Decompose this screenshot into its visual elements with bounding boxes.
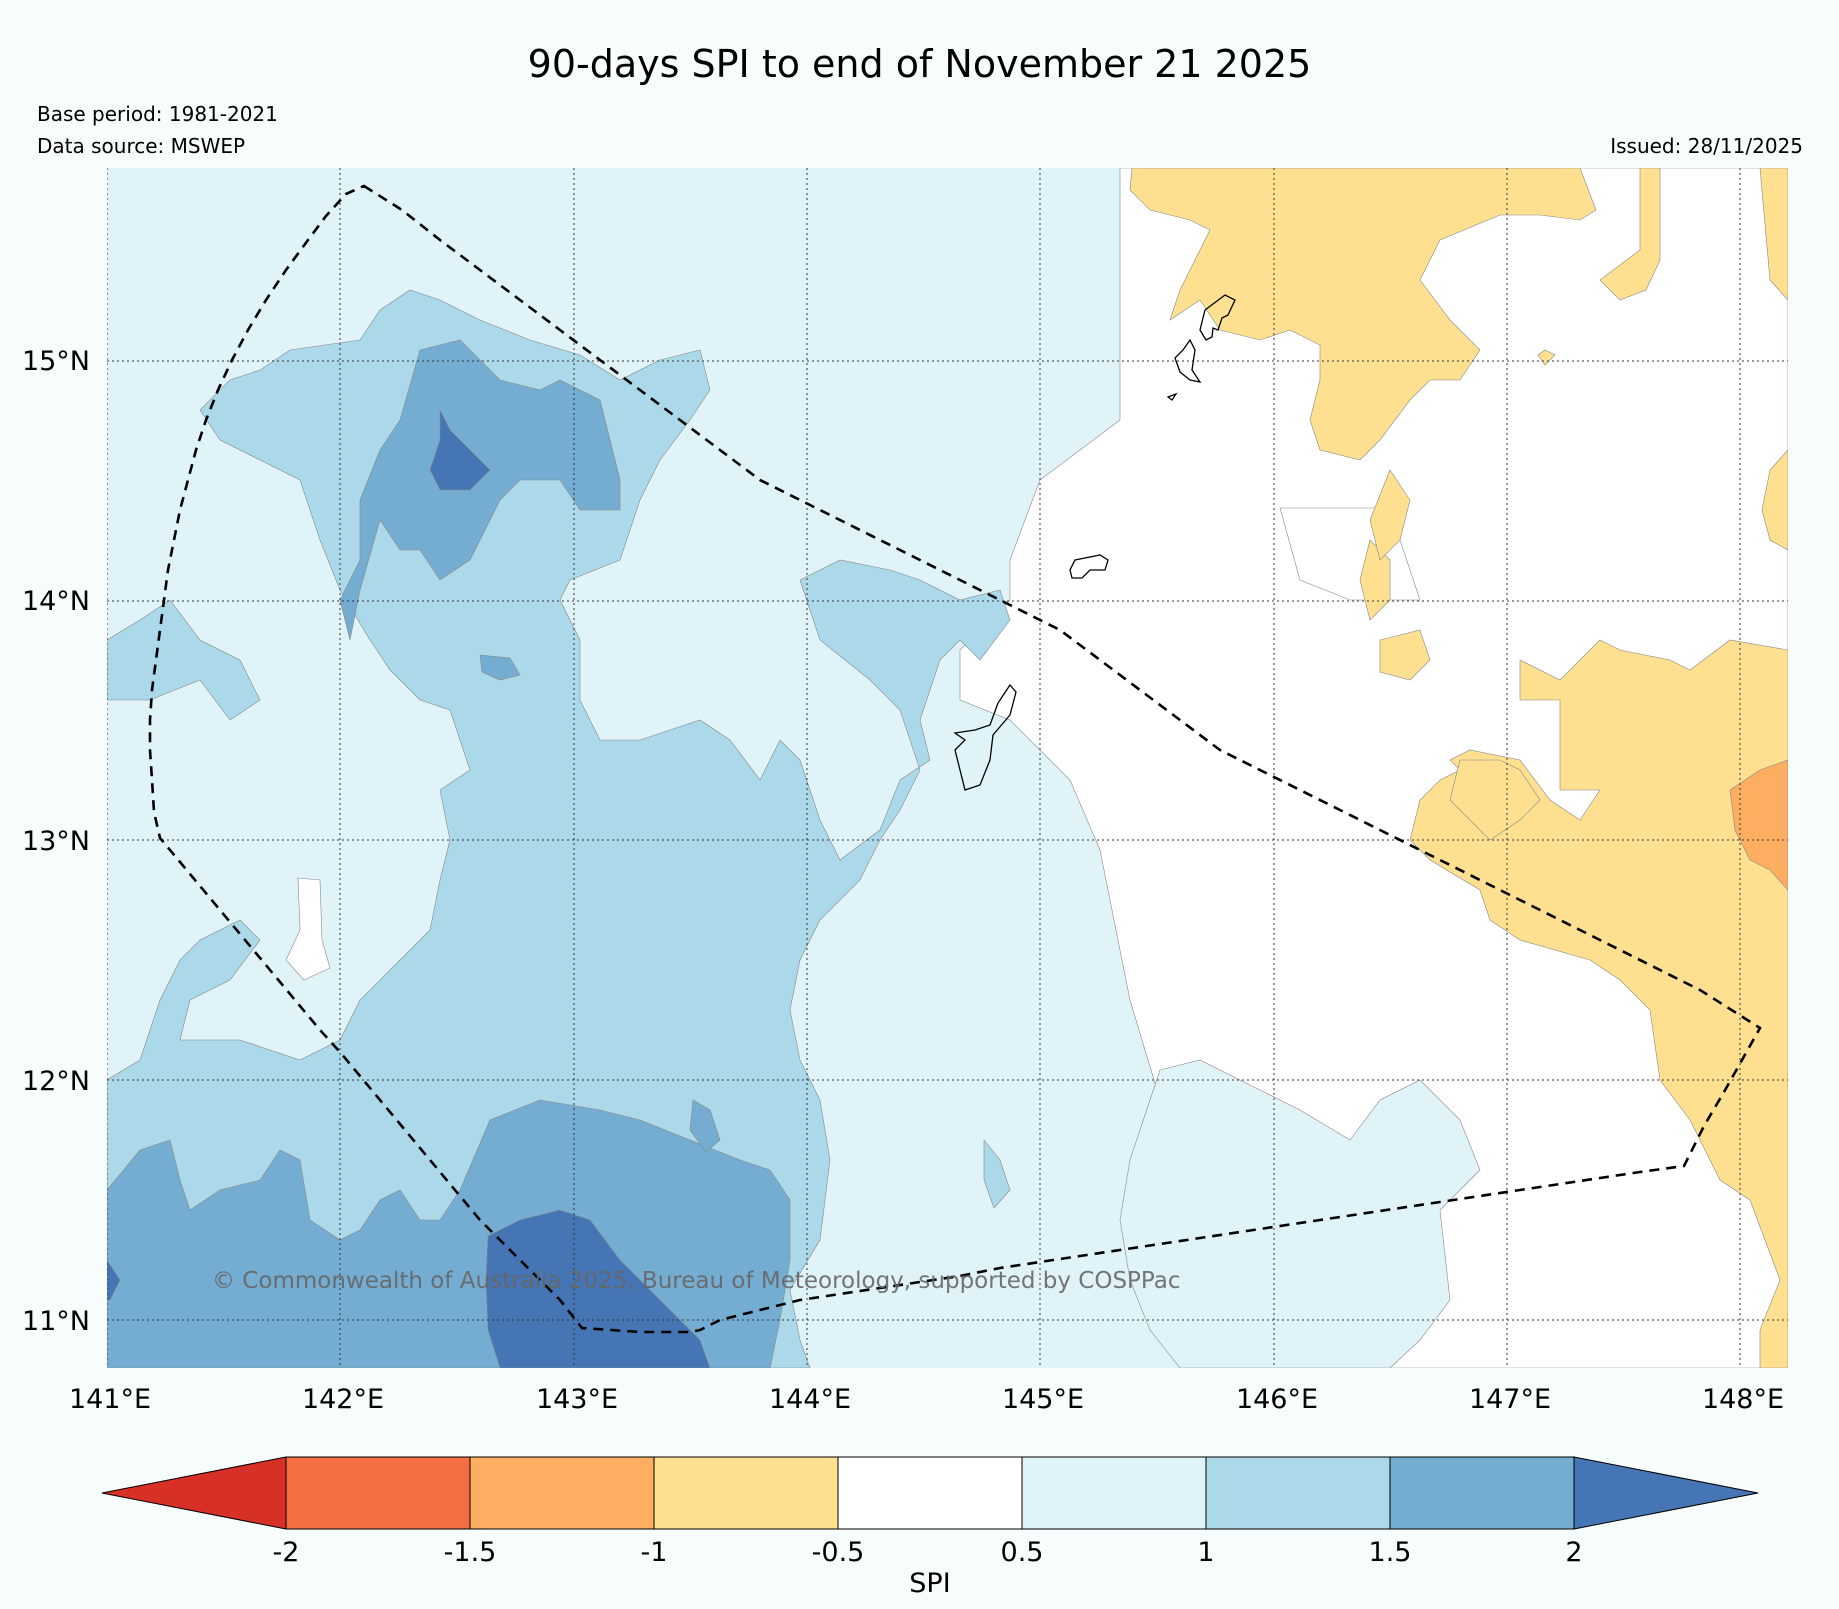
lat-label: 15°N [22,346,90,377]
issued-date: Issued: 28/11/2025 [1610,134,1803,158]
colorbar-tick-label: -0.5 [812,1537,865,1568]
colorbar-segment [1389,1456,1575,1530]
colorbar-extend-max [1573,1456,1759,1530]
colorbar-tick-label: 1 [1197,1537,1214,1568]
tinian-outline [1174,338,1202,383]
lat-label: 13°N [22,826,90,857]
lat-label: 12°N [22,1066,90,1097]
graticule [107,168,1788,1368]
spi-dry-regions-severe [1729,759,1788,891]
lon-labels: 141°E 142°E 143°E 144°E 145°E 146°E 147°… [69,1384,1784,1415]
lon-label: 148°E [1702,1384,1784,1415]
colorbar-extend-min [101,1456,287,1530]
colorbar-segment [1021,1456,1207,1530]
aguijan-outline [1166,392,1178,401]
spi-wet-regions-low [1119,1059,1481,1368]
spi-dry-regions-moderate [1129,168,1788,1368]
spi-wet-regions-mid [107,289,1011,1368]
lat-label: 14°N [22,586,90,617]
colorbar: -2 -1.5 -1 -0.5 0.5 1 1.5 2 SPI [101,1456,1759,1599]
colorbar-segment [285,1456,471,1530]
copyright-notice: © Commonwealth of Australia 2025, Bureau… [212,1268,1181,1294]
eez-boundary [148,184,1762,1334]
lon-label: 141°E [69,1384,151,1415]
lat-labels: 15°N 14°N 13°N 12°N 11°N [22,346,90,1337]
lon-label: 146°E [1236,1384,1318,1415]
lon-label: 144°E [769,1384,851,1415]
colorbar-segment [1205,1456,1391,1530]
colorbar-segment [469,1456,655,1530]
guam-outline [953,683,1017,791]
colorbar-title: SPI [909,1568,950,1599]
saipan-outline [1199,294,1236,341]
colorbar-tick-label: 1.5 [1369,1537,1412,1568]
colorbar-segment [653,1456,839,1530]
lon-label: 145°E [1002,1384,1084,1415]
lon-label: 142°E [302,1384,384,1415]
rota-outline [1069,554,1109,579]
lat-label: 11°N [22,1306,90,1337]
colorbar-tick-label: -1 [641,1537,668,1568]
colorbar-tick-label: -2 [273,1537,300,1568]
data-source-note: Data source: MSWEP [37,134,246,158]
colorbar-tick-label: 2 [1565,1537,1582,1568]
map-plot-area: © Commonwealth of Australia 2025, Bureau… [107,168,1788,1368]
colorbar-tick-label: 0.5 [1001,1537,1044,1568]
base-period-note: Base period: 1981-2021 [37,102,278,126]
colorbar-tick-label: -1.5 [444,1537,497,1568]
colorbar-segment [837,1456,1023,1530]
map-title: 90-days SPI to end of November 21 2025 [527,42,1312,86]
lon-label: 143°E [536,1384,618,1415]
lon-label: 147°E [1469,1384,1551,1415]
island-outlines [953,294,1236,791]
spi-wet-regions-extreme [107,409,711,1368]
